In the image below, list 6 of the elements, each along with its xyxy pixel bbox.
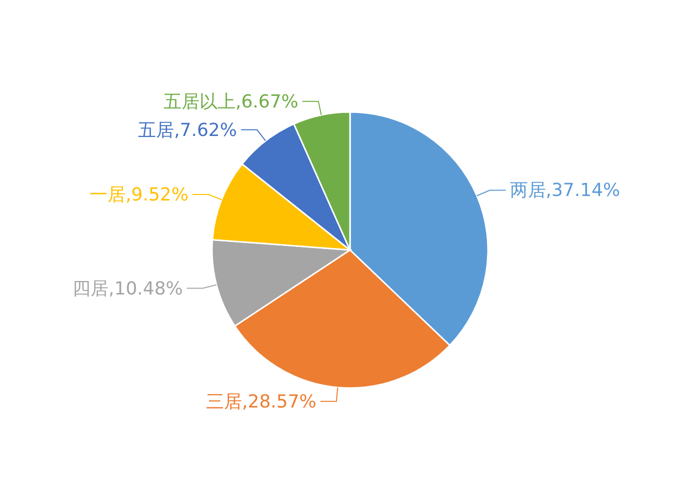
slice-label: 五居以上,6.67% xyxy=(163,91,298,112)
slice-label: 三居,28.57% xyxy=(206,391,316,412)
slice-label: 两居,37.14% xyxy=(510,180,620,202)
slice-label: 五居,7.62% xyxy=(138,120,237,141)
slice-label: 四居,10.48% xyxy=(72,278,183,300)
slice-label: 一居,9.52% xyxy=(90,184,188,206)
